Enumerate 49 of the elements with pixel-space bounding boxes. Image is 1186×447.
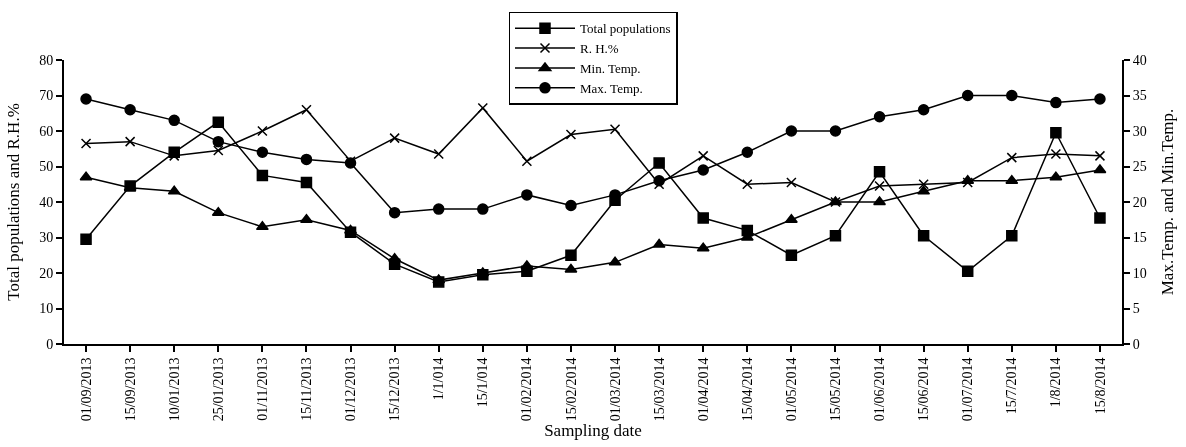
x-tick-label: 01/09/2013 — [78, 357, 94, 422]
legend-label: Total populations — [580, 21, 671, 37]
legend-label: Max. Temp. — [580, 80, 643, 96]
y2-tick-label: 20 — [1132, 194, 1147, 210]
y-tick-label: 40 — [39, 194, 54, 210]
y-tick-label: 70 — [39, 88, 54, 104]
x-tick-label: 15/8/2014 — [1092, 357, 1108, 415]
legend-label: Min. Temp. — [580, 61, 641, 77]
x-tick-label: 15/02/2014 — [563, 357, 579, 422]
y-tick-label: 10 — [39, 301, 54, 317]
y2-axis-title: Max.Temp. and Min.Temp. — [1157, 108, 1177, 296]
y-tick-label: 0 — [46, 336, 54, 352]
legend-label: R. H.% — [580, 41, 619, 57]
x-tick-label: 15/04/2014 — [739, 357, 755, 422]
y2-tick-label: 25 — [1132, 159, 1147, 175]
x-tick-label: 15/09/2013 — [122, 357, 138, 422]
x-tick-label: 15/1/014 — [475, 357, 491, 408]
x-tick-label: 01/03/2014 — [607, 357, 623, 422]
x-tick-label: 15/7/2014 — [1004, 357, 1020, 415]
y-tick-label: 80 — [39, 52, 54, 68]
x-tick-label: 01/06/2014 — [872, 357, 888, 422]
x-tick-label: 1/8/2014 — [1048, 357, 1064, 408]
y-tick-label: 30 — [39, 230, 54, 246]
x-tick-label: 01/12/2013 — [343, 357, 359, 422]
y-tick-label: 20 — [39, 265, 54, 281]
x-tick-label: 01/02/2014 — [519, 357, 535, 422]
y2-tick-label: 5 — [1132, 301, 1140, 317]
x-tick-label: 15/12/2013 — [387, 357, 403, 422]
y2-tick-label: 35 — [1132, 88, 1147, 104]
y2-tick-label: 30 — [1132, 123, 1147, 139]
x-tick-label: 15/06/2014 — [916, 357, 932, 422]
y-axis-title: Total populations and R.H.% — [4, 103, 24, 301]
y2-tick-label: 0 — [1132, 336, 1140, 352]
y2-tick-label: 40 — [1132, 52, 1147, 68]
x-tick-label: 01/05/2014 — [783, 357, 799, 422]
y2-tick-label: 15 — [1132, 230, 1147, 246]
x-tick-label: 01/07/2014 — [960, 357, 976, 422]
x-tick-label: 15/05/2014 — [828, 357, 844, 422]
x-tick-label: 01/11/2013 — [254, 357, 270, 421]
x-tick-label: 15/11/2013 — [299, 357, 315, 421]
x-tick-label: 10/01/2013 — [166, 357, 182, 422]
y-tick-label: 60 — [39, 123, 54, 139]
x-tick-label: 25/01/2013 — [210, 357, 226, 422]
x-tick-label: 15/03/2014 — [651, 357, 667, 422]
x-axis-title: Sampling date — [544, 421, 642, 441]
x-tick-label: 1/1/014 — [431, 357, 447, 401]
x-tick-label: 01/04/2014 — [695, 357, 711, 422]
y-tick-label: 50 — [39, 159, 54, 175]
y2-tick-label: 10 — [1132, 265, 1147, 281]
